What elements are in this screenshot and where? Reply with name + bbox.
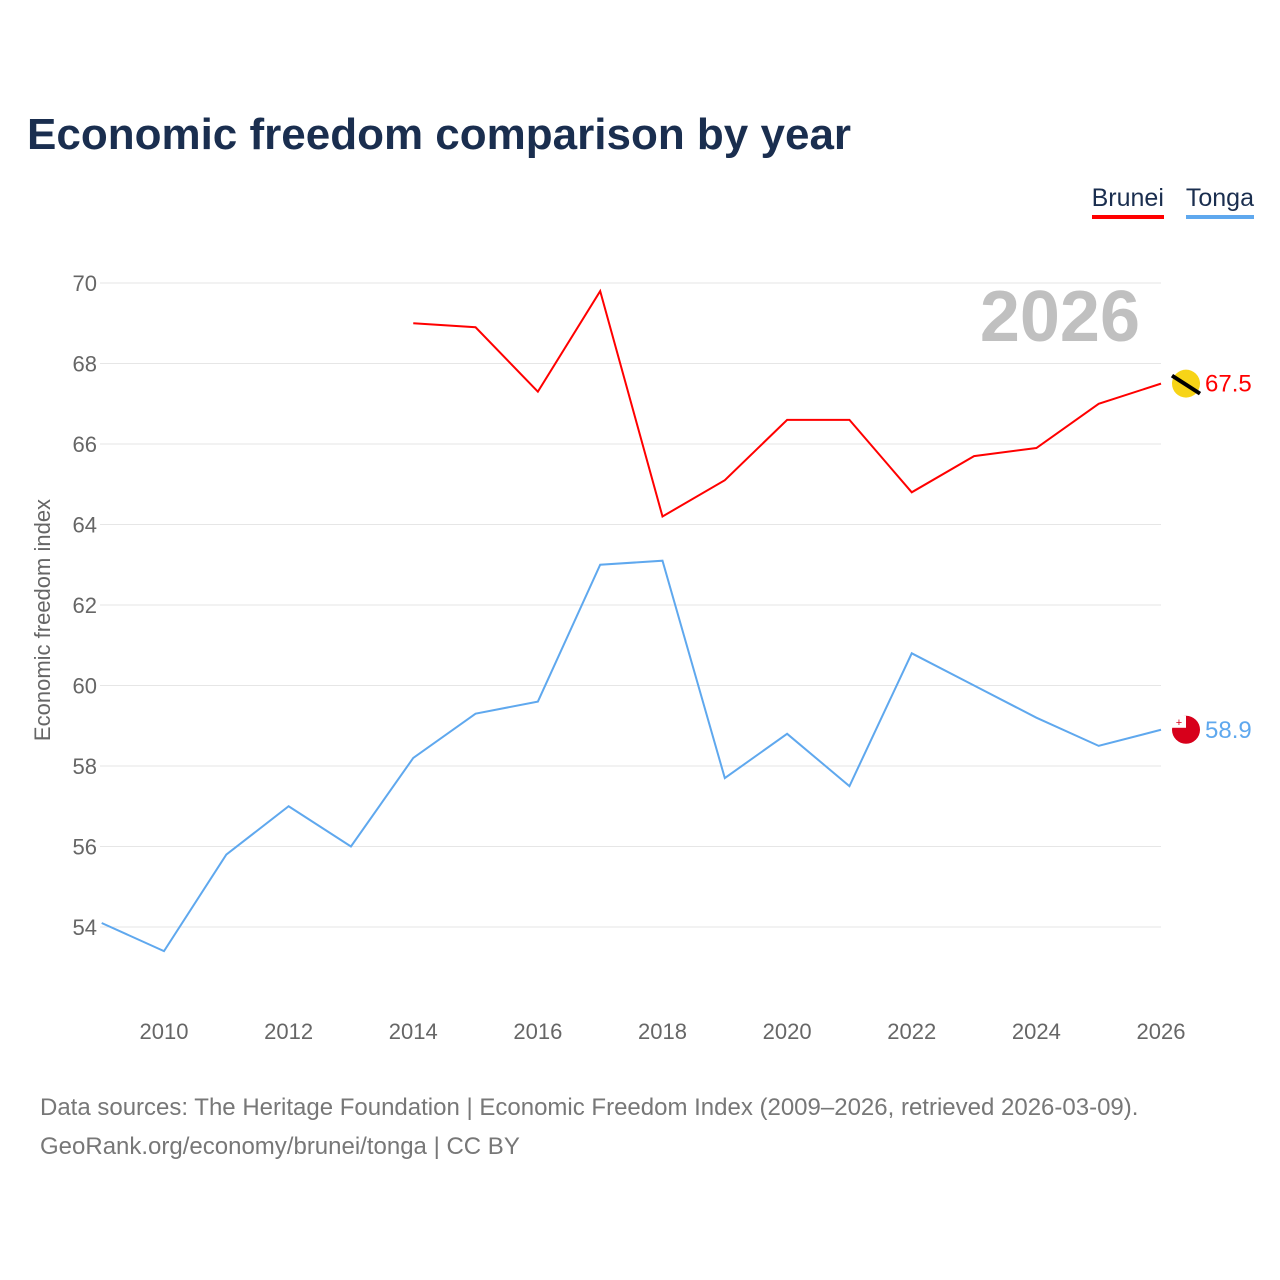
y-tick-label: 70	[73, 271, 97, 296]
source-note: Data sources: The Heritage Foundation | …	[40, 1088, 1138, 1166]
y-tick-label: 66	[73, 432, 97, 457]
legend-tonga[interactable]: Tonga	[1185, 184, 1254, 219]
flag-canton	[1172, 715, 1186, 728]
series-line-brunei	[413, 288, 1162, 518]
y-tick-label: 58	[73, 754, 97, 779]
y-tick-label: 64	[73, 513, 97, 538]
end-label-brunei: 67.5	[1205, 371, 1252, 398]
source-line-1: Data sources: The Heritage Foundation | …	[40, 1094, 1139, 1121]
x-tick-label: 2018	[638, 1019, 687, 1044]
chart-title: Economic freedom comparison by year	[27, 110, 852, 159]
flag-stripe	[1170, 373, 1202, 396]
x-tick-label: 2012	[264, 1019, 313, 1044]
x-tick-label: 2016	[513, 1019, 562, 1044]
x-tick-label: 2026	[1137, 1019, 1186, 1044]
series-line-tonga	[101, 559, 1162, 953]
y-axis-label: Economic freedom index	[30, 499, 55, 741]
y-tick-label: 60	[73, 674, 97, 699]
flag-cross: +	[1176, 717, 1182, 729]
x-tick-label: 2020	[763, 1019, 812, 1044]
y-tick-label: 68	[73, 352, 97, 377]
y-tick-label: 62	[73, 593, 97, 618]
x-tick-label: 2024	[1012, 1019, 1061, 1044]
y-tick-label: 56	[73, 835, 97, 860]
source-line-2[interactable]: GeoRank.org/economy/brunei/tonga | CC BY	[40, 1133, 520, 1160]
legend: Brunei Tonga	[1091, 184, 1254, 219]
x-tick-label: 2010	[140, 1019, 189, 1044]
x-tick-label: 2014	[389, 1019, 438, 1044]
x-tick-label: 2022	[887, 1019, 936, 1044]
end-label-tonga: 58.9	[1205, 717, 1252, 744]
y-tick-label: 54	[73, 915, 97, 940]
year-watermark: 2026	[980, 277, 1140, 357]
legend-brunei[interactable]: Brunei	[1091, 184, 1164, 219]
